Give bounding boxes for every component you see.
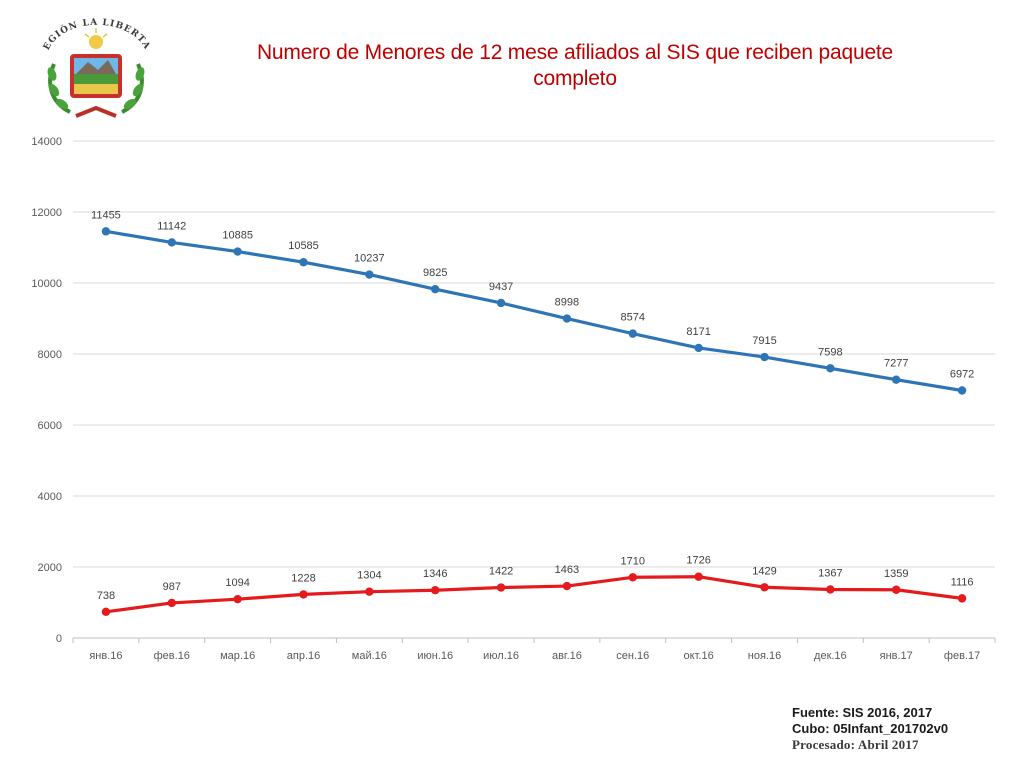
data-point bbox=[628, 573, 637, 582]
data-label: 987 bbox=[163, 581, 181, 593]
data-label: 7277 bbox=[884, 358, 908, 370]
data-point bbox=[431, 285, 440, 294]
data-point bbox=[299, 590, 308, 599]
data-label: 10585 bbox=[288, 240, 319, 252]
series-red: 738 987 1094 1228 1304 1346 1422 1463 1710 1726 14… bbox=[97, 555, 974, 617]
data-point bbox=[760, 583, 769, 592]
data-label: 1422 bbox=[489, 566, 513, 578]
x-tick-label: янв.17 bbox=[880, 650, 913, 662]
data-point bbox=[957, 594, 967, 603]
chart-title-line-2: completo bbox=[533, 67, 617, 90]
data-point bbox=[233, 594, 242, 604]
x-tick-label: июн.16 bbox=[417, 650, 453, 662]
data-label: 10885 bbox=[222, 230, 253, 242]
data-label: 738 bbox=[97, 590, 115, 602]
data-point bbox=[167, 238, 176, 247]
data-point bbox=[233, 247, 242, 256]
data-label: 1429 bbox=[752, 565, 776, 577]
data-label: 8998 bbox=[555, 297, 579, 309]
x-axis: янв.16 фев.16 мар.16 апр.16 май.16 июн.16 июл.… bbox=[72, 638, 996, 662]
data-point bbox=[299, 258, 308, 267]
y-tick-label: 14000 bbox=[31, 136, 62, 148]
data-point bbox=[694, 343, 703, 353]
data-label: 1304 bbox=[357, 570, 381, 582]
data-point bbox=[562, 581, 572, 591]
y-tick-label: 8000 bbox=[38, 349, 62, 361]
x-tick-label: ноя.16 bbox=[748, 650, 781, 662]
x-tick-label: мар.16 bbox=[220, 650, 255, 662]
x-tick-label: янв.16 bbox=[89, 650, 122, 662]
data-point bbox=[760, 352, 769, 362]
data-label: 1367 bbox=[818, 567, 842, 579]
data-point bbox=[562, 314, 572, 323]
processed-line: Procesado: Abril 2017 bbox=[792, 737, 919, 752]
source-line: Fuente: SIS 2016, 2017 bbox=[792, 705, 933, 720]
x-tick-label: фев.16 bbox=[154, 650, 190, 662]
y-tick-label: 12000 bbox=[31, 207, 62, 219]
data-point bbox=[496, 583, 506, 592]
series-line bbox=[105, 229, 963, 393]
chart-title: Numero de Menores de 12 mese afiliados a… bbox=[190, 40, 960, 92]
data-point bbox=[365, 270, 374, 279]
data-point bbox=[694, 572, 703, 581]
data-label: 11455 bbox=[91, 209, 121, 221]
y-tick-label: 2000 bbox=[38, 562, 62, 574]
data-label: 7598 bbox=[818, 346, 842, 358]
x-tick-label: апр.16 bbox=[287, 650, 320, 662]
chart-series: 11455 11142 10885 10585 10237 9825 9437 8998 857… bbox=[91, 209, 974, 617]
data-point bbox=[496, 298, 506, 308]
x-tick-label: май.16 bbox=[352, 650, 387, 662]
series-line bbox=[105, 575, 963, 614]
data-label: 11142 bbox=[157, 220, 186, 232]
data-point bbox=[365, 587, 374, 596]
data-label: 1726 bbox=[686, 555, 710, 567]
region-emblem-logo: REGIÓN LA LIBERTAD bbox=[36, 12, 151, 118]
data-point bbox=[892, 375, 901, 384]
x-tick-label: сен.16 bbox=[616, 650, 649, 662]
data-point bbox=[167, 598, 176, 608]
data-label: 1463 bbox=[555, 564, 579, 576]
y-axis-tick-labels: 0 2000 4000 6000 8000 10000 12000 14000 bbox=[31, 136, 62, 645]
cube-line: Cubo: 05Infant_201702v0 bbox=[792, 721, 949, 736]
data-label: 1710 bbox=[621, 555, 645, 567]
data-point bbox=[101, 227, 111, 236]
x-tick-label: окт.16 bbox=[684, 650, 714, 662]
data-label: 8171 bbox=[686, 326, 710, 338]
data-label: 10237 bbox=[354, 253, 385, 265]
x-tick-label: фев.17 bbox=[944, 650, 980, 662]
data-label: 1116 bbox=[951, 576, 974, 588]
data-label: 8574 bbox=[621, 312, 645, 324]
source-note: Fuente: SIS 2016, 2017 Cubo: 05Infant_20… bbox=[792, 705, 1012, 753]
y-tick-label: 4000 bbox=[38, 491, 62, 503]
data-label: 1359 bbox=[884, 568, 908, 580]
data-point bbox=[628, 329, 637, 338]
data-label: 7915 bbox=[752, 335, 776, 347]
x-tick-label: авг.16 bbox=[552, 650, 582, 662]
data-point bbox=[101, 607, 111, 617]
data-point bbox=[431, 586, 440, 595]
data-point bbox=[892, 585, 901, 594]
y-tick-label: 0 bbox=[56, 633, 62, 645]
data-label: 1228 bbox=[291, 572, 315, 584]
y-tick-label: 6000 bbox=[38, 420, 62, 432]
data-label: 1094 bbox=[225, 577, 249, 589]
series-blue: 11455 11142 10885 10585 10237 9825 9437 8998 857… bbox=[91, 209, 974, 395]
chart-title-line-1: Numero de Menores de 12 mese afiliados a… bbox=[256, 41, 894, 64]
data-point bbox=[826, 364, 835, 373]
data-label: 9437 bbox=[489, 281, 513, 293]
data-point bbox=[957, 386, 967, 395]
data-label: 1346 bbox=[423, 568, 447, 580]
data-label: 6972 bbox=[950, 368, 974, 380]
chart-gridlines bbox=[73, 140, 995, 639]
y-tick-label: 10000 bbox=[31, 278, 62, 290]
data-label: 9825 bbox=[423, 267, 447, 279]
data-point bbox=[826, 585, 835, 594]
x-tick-label: июл.16 bbox=[483, 650, 519, 662]
x-tick-label: дек.16 bbox=[814, 650, 847, 662]
